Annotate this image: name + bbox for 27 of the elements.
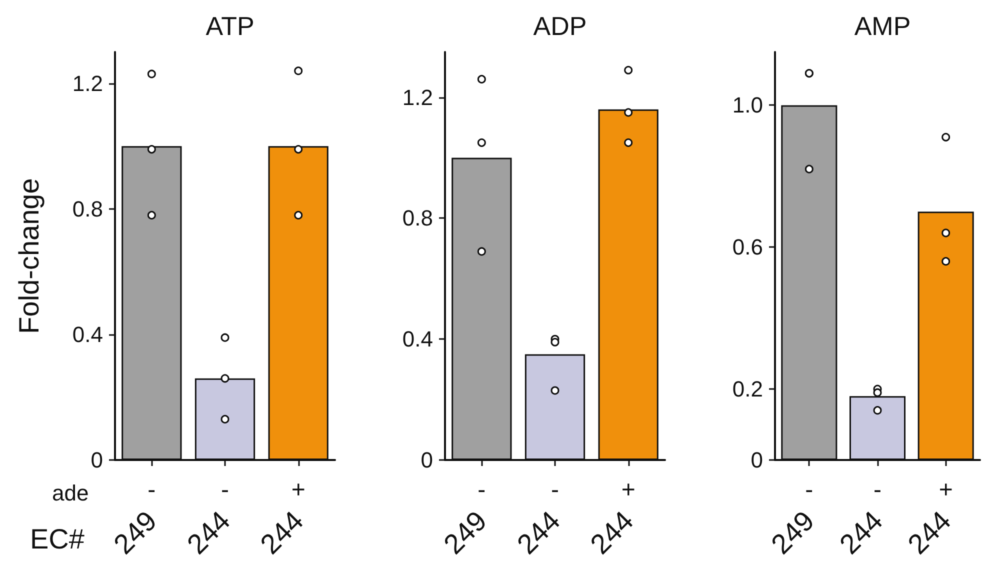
y-tick-label: 0: [90, 448, 103, 472]
chart-title: AMP: [854, 11, 911, 41]
category-label: + 244: [584, 476, 640, 560]
y-tick-label: 0.4: [402, 326, 433, 352]
chart-title: ADP: [533, 11, 587, 41]
category-label: - 244: [181, 476, 236, 560]
category-label: - 249: [765, 476, 820, 560]
y-tick-label: 0.2: [732, 376, 763, 402]
category-label: - 249: [438, 476, 493, 560]
y-axis-title: Fold-change: [14, 178, 44, 334]
y-tick-label: 0.6: [732, 234, 763, 260]
y-tick-label: 1.0: [732, 92, 763, 118]
y-tick-label: 0.8: [402, 206, 433, 231]
category-label: - 244: [834, 476, 888, 560]
y-tick-label: 1.2: [72, 70, 103, 96]
text: ade: [52, 480, 89, 506]
y-tick-label: 0: [420, 448, 433, 472]
category-label: + 244: [254, 476, 310, 560]
category-label: - 249: [108, 476, 163, 560]
chart-title: ATP: [206, 11, 254, 41]
text: EC#: [30, 524, 85, 554]
category-label: - 244: [511, 476, 566, 560]
category-label: + 244: [902, 476, 957, 560]
y-tick-label: 0.8: [72, 196, 103, 222]
y-tick-label: 1.2: [402, 84, 433, 110]
y-tick-label: 0: [750, 448, 763, 472]
y-tick-label: 0.4: [72, 322, 103, 347]
